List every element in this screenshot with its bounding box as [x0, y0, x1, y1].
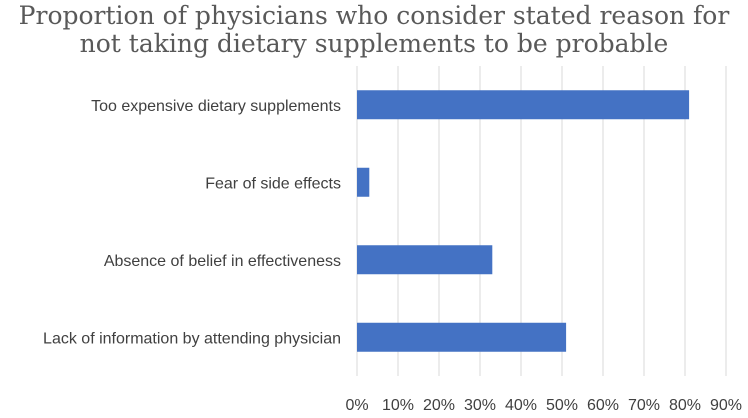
- bar-2: [357, 245, 493, 275]
- x-tick-label: 60%: [587, 397, 619, 414]
- chart-title-line-2: not taking dietary supplements to be pro…: [80, 29, 669, 58]
- bar-0: [357, 90, 690, 120]
- x-tick-label: 80%: [669, 397, 701, 414]
- category-label: Absence of belief in effectiveness: [104, 253, 341, 270]
- x-tick-label: 50%: [546, 397, 578, 414]
- category-label: Too expensive dietary supplements: [91, 98, 341, 115]
- bar-3: [357, 322, 567, 352]
- x-tick-label: 70%: [628, 397, 660, 414]
- x-tick-label: 90%: [710, 397, 742, 414]
- chart-title-line-1: Proportion of physicians who consider st…: [19, 1, 730, 30]
- x-tick-label: 10%: [382, 397, 414, 414]
- category-labels: Too expensive dietary supplements Fear of…: [43, 98, 341, 348]
- bars: [357, 90, 690, 352]
- x-tick-label: 0%: [345, 397, 368, 414]
- x-tick-label: 40%: [505, 397, 537, 414]
- x-tick-label: 20%: [423, 397, 455, 414]
- x-tick-labels: 0% 10% 20% 30% 40% 50% 60% 70% 80% 90%: [345, 397, 742, 414]
- category-label: Lack of information by attending physici…: [43, 330, 341, 347]
- category-label: Fear of side effects: [205, 175, 341, 192]
- bar-1: [357, 167, 370, 197]
- x-tick-label: 30%: [464, 397, 496, 414]
